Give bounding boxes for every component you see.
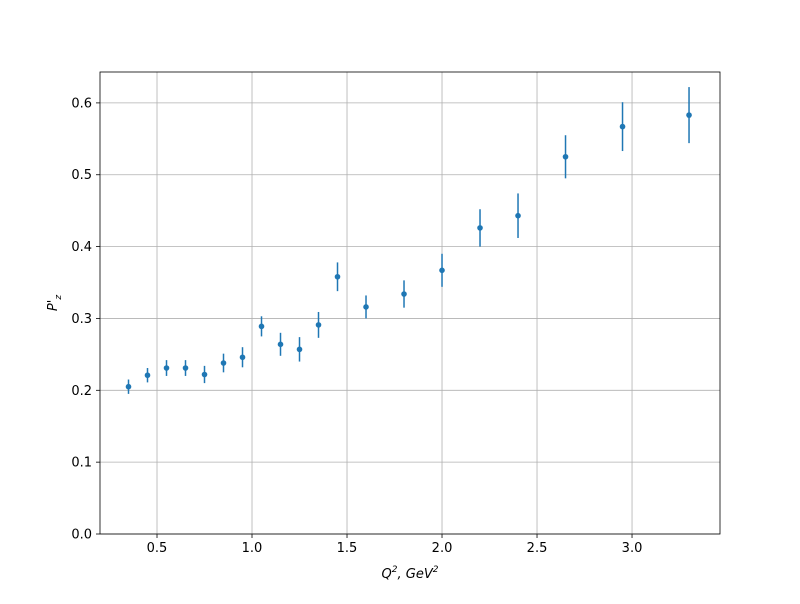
y-tick-label: 0.3 bbox=[71, 312, 92, 327]
x-tick-label: 1.0 bbox=[242, 541, 263, 556]
data-point bbox=[258, 323, 265, 330]
y-tick-label: 0.6 bbox=[71, 96, 92, 111]
x-tick-label: 2.0 bbox=[432, 541, 453, 556]
label-part: 2 bbox=[392, 565, 398, 575]
label-part: Q bbox=[382, 567, 392, 582]
data-point bbox=[619, 123, 626, 130]
x-tick-label: 3.0 bbox=[622, 541, 643, 556]
y-axis-label: P'z bbox=[46, 295, 64, 311]
data-point bbox=[515, 212, 521, 219]
x-tick-label: 0.5 bbox=[147, 541, 168, 556]
x-tick-label: 2.5 bbox=[527, 541, 548, 556]
data-point bbox=[182, 365, 189, 371]
data-point bbox=[239, 354, 246, 361]
data-point bbox=[401, 291, 407, 297]
data-point bbox=[144, 372, 151, 379]
data-point bbox=[125, 383, 132, 390]
data-point bbox=[363, 304, 369, 310]
data-point bbox=[439, 267, 445, 274]
label-part: z bbox=[54, 295, 64, 301]
y-tick-label: 0.0 bbox=[71, 528, 92, 543]
data-point bbox=[220, 360, 227, 366]
plot-frame bbox=[99, 71, 721, 535]
label-part: P' bbox=[46, 300, 61, 311]
y-tick-label: 0.4 bbox=[71, 240, 92, 255]
data-point bbox=[201, 371, 208, 378]
x-axis-label: Q2, GeV2 bbox=[382, 565, 439, 582]
data-point bbox=[296, 346, 303, 353]
data-point bbox=[477, 225, 483, 231]
data-point bbox=[686, 112, 692, 118]
data-point bbox=[315, 322, 322, 328]
label-part: 2 bbox=[433, 565, 439, 575]
y-tick-label: 0.1 bbox=[71, 456, 92, 471]
label-part: , GeV bbox=[398, 567, 434, 582]
y-tick-label: 0.5 bbox=[71, 168, 92, 183]
data-point bbox=[334, 273, 341, 280]
y-tick-label: 0.2 bbox=[71, 384, 92, 399]
data-point bbox=[163, 365, 170, 371]
data-point bbox=[277, 341, 284, 348]
data-point bbox=[562, 153, 569, 160]
x-tick-label: 1.5 bbox=[337, 541, 358, 556]
